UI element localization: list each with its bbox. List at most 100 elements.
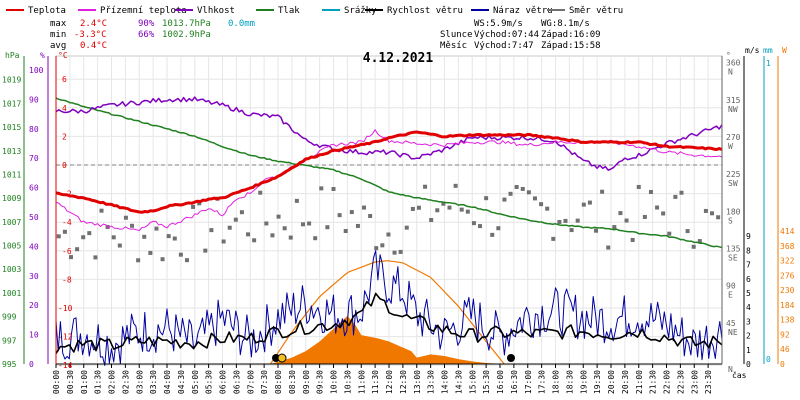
- wind-direction-point: [569, 228, 574, 233]
- hpa-tick-label: 1013: [2, 147, 21, 156]
- x-tick-label: 19:00: [579, 370, 588, 394]
- legend-label: Tlak: [278, 6, 300, 16]
- celsius-tick-label: 2: [62, 132, 67, 141]
- pct-tick-label: 10: [29, 331, 39, 340]
- stats-min-press: 1002.9hPa: [162, 30, 211, 40]
- pct-tick-label: 40: [29, 242, 39, 251]
- celsius-tick-label: -12: [58, 333, 73, 342]
- wind-direction-point: [288, 235, 293, 240]
- celsius-tick-label: -14: [58, 361, 73, 370]
- legend-label: Rychlost větru: [387, 6, 463, 16]
- wind-direction-point: [203, 248, 208, 253]
- wind-direction-point: [160, 257, 165, 262]
- wind-direction-point: [300, 222, 305, 227]
- wind-direction-point: [136, 258, 141, 263]
- ms-tick-label: 0: [746, 360, 751, 369]
- wind-direction-point: [648, 189, 653, 194]
- x-tick-label: 21:00: [635, 370, 644, 394]
- ms-tick-label: 3: [746, 317, 751, 326]
- wind-direction-point: [404, 225, 409, 230]
- direction-tick-dir: N: [728, 365, 733, 374]
- wind-direction-point: [337, 213, 342, 218]
- wind-direction-point: [490, 232, 495, 237]
- x-tick-label: 21:30: [649, 370, 658, 394]
- hpa-tick-label: 1009: [2, 194, 21, 203]
- wind-direction-point: [447, 205, 452, 210]
- x-tick-label: 22:30: [676, 370, 685, 394]
- x-tick-label: 11:30: [371, 370, 380, 394]
- direction-tick-deg: 45: [726, 319, 736, 328]
- hpa-tick-label: 1011: [2, 170, 21, 179]
- x-tick-label: 03:30: [149, 370, 158, 394]
- wind-direction-point: [484, 196, 489, 201]
- stats-avg-temp: 0.4°C: [80, 41, 107, 51]
- x-tick-label: 09:30: [316, 370, 325, 394]
- wind-speed-info: WS:5.9m/s: [474, 19, 523, 29]
- wind-direction-point: [618, 211, 623, 216]
- stats-avg-label: avg: [50, 41, 66, 51]
- x-axis-title: čas: [732, 370, 747, 380]
- wind-direction-point: [697, 239, 702, 244]
- hpa-tick-label: 1017: [2, 99, 21, 108]
- pct-tick-label: 60: [29, 184, 39, 193]
- wind-direction-point: [416, 205, 421, 210]
- wind-direction-point: [355, 223, 360, 228]
- wind-direction-point: [178, 252, 183, 257]
- wind-direction-point: [307, 221, 312, 226]
- pct-tick-label: 50: [29, 213, 39, 222]
- wind-gust-info: WG:8.1m/s: [541, 19, 590, 29]
- x-tick-label: 05:30: [205, 370, 214, 394]
- watt-tick-label: 92: [780, 330, 790, 339]
- wind-direction-point: [557, 219, 562, 224]
- solar-layer: [269, 260, 505, 365]
- wind-direction-point: [661, 211, 666, 216]
- wind-direction-point: [123, 215, 128, 220]
- wind-direction-point: [710, 211, 715, 216]
- x-tick-label: 08:00: [274, 370, 283, 394]
- hpa-tick-label: 1007: [2, 218, 21, 227]
- x-tick-label: 18:30: [565, 370, 574, 394]
- x-tick-label: 04:00: [163, 370, 172, 394]
- hpa-tick-label: 997: [2, 336, 17, 345]
- wind-direction-point: [56, 234, 61, 239]
- chart-title: 4.12.2021: [363, 51, 434, 66]
- direction-tick-deg: 180: [726, 207, 741, 216]
- watt-tick-label: 184: [780, 301, 795, 310]
- wind-direction-point: [508, 191, 513, 196]
- sun-label: Slunce: [440, 30, 473, 40]
- direction-tick-dir: SW: [728, 179, 738, 188]
- stats-max-temp: 2.4°C: [80, 19, 107, 29]
- direction-tick-deg: 270: [726, 133, 741, 142]
- x-tick-label: 06:30: [232, 370, 241, 394]
- wind-direction-point: [435, 208, 440, 213]
- legend-label: Srážky: [344, 6, 377, 16]
- celsius-tick-label: 6: [62, 75, 67, 84]
- watt-tick-label: 0: [780, 360, 785, 369]
- wind-direction-point: [270, 233, 275, 238]
- x-tick-label: 05:00: [191, 370, 200, 394]
- wind-direction-point: [496, 226, 501, 231]
- celsius-tick-label: -2: [62, 190, 72, 199]
- wind-direction-point: [282, 226, 287, 231]
- hpa-tick-label: 999: [2, 313, 17, 322]
- celsius-tick-label: -6: [62, 247, 72, 256]
- wind-direction-point: [258, 190, 263, 195]
- celsius-tick-label: -4: [62, 218, 72, 227]
- stats-max-rain: 0.0mm: [228, 19, 255, 29]
- wind-direction-point: [423, 184, 428, 189]
- mm-axis-title: mm: [763, 46, 773, 55]
- wind-direction-point: [539, 202, 544, 207]
- x-tick-label: 15:00: [468, 370, 477, 394]
- x-tick-label: 06:00: [219, 370, 228, 394]
- hpa-tick-label: 1003: [2, 265, 21, 274]
- moonrise-marker: [277, 353, 287, 363]
- x-tick-label: 01:00: [80, 370, 89, 394]
- direction-tick-deg: 135: [726, 244, 741, 253]
- direction-axis-title: °: [726, 51, 731, 60]
- pct-tick-label: 80: [29, 125, 39, 134]
- wind-direction-point: [551, 236, 556, 241]
- wind-direction-point: [221, 239, 226, 244]
- wind-direction-point: [606, 245, 611, 250]
- wind-direction-point: [87, 231, 92, 236]
- ms-tick-label: 4: [746, 303, 751, 312]
